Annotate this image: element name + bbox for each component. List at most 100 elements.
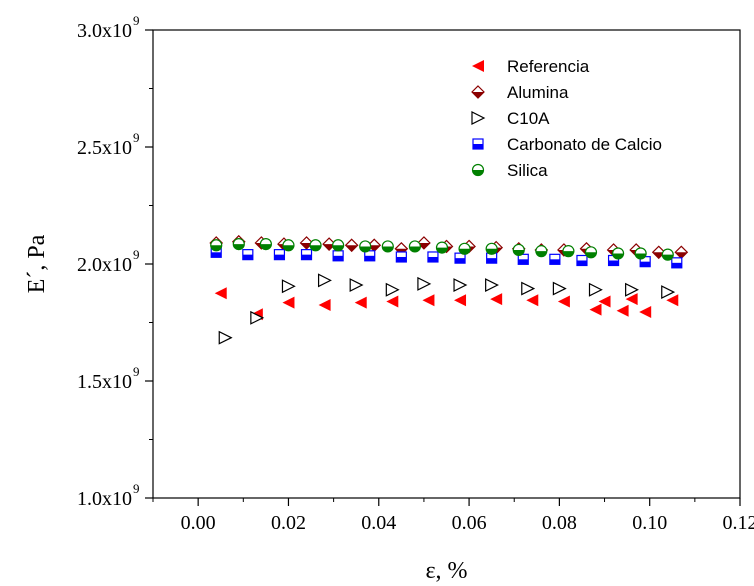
- data-point: [549, 253, 561, 265]
- data-point: [454, 294, 467, 307]
- y-tick-exponent: 9: [133, 13, 140, 28]
- data-point: [385, 282, 400, 297]
- y-tick-exponent: 9: [133, 364, 140, 379]
- data-point: [218, 330, 233, 345]
- data-point: [666, 294, 679, 307]
- data-point: [359, 240, 372, 253]
- data-point: [521, 281, 536, 296]
- y-tick-exponent: 9: [133, 130, 140, 145]
- legend-marker: [472, 138, 484, 150]
- data-point: [395, 251, 407, 263]
- legend-label: Carbonato de Calcio: [507, 135, 662, 154]
- legend-marker: [471, 163, 485, 177]
- data-point: [485, 242, 498, 255]
- legend-marker: [471, 111, 486, 125]
- data-point: [562, 245, 575, 258]
- data-point: [250, 310, 265, 325]
- data-point: [349, 278, 364, 293]
- data-point: [634, 247, 647, 260]
- data-point: [422, 294, 435, 307]
- data-point: [552, 281, 567, 296]
- y-tick-label: 2.0x10: [77, 254, 132, 276]
- y-tick-exponent: 9: [133, 481, 140, 496]
- data-point: [458, 242, 471, 255]
- plot-frame: [152, 29, 741, 499]
- data-point: [453, 278, 468, 293]
- data-point: [282, 296, 295, 309]
- x-tick-label: 0.00: [181, 512, 216, 534]
- x-tick-label: 0.10: [632, 512, 667, 534]
- data-point: [300, 249, 313, 261]
- data-point: [427, 251, 439, 263]
- data-point: [259, 238, 272, 251]
- data-point: [381, 240, 394, 253]
- data-point: [639, 305, 652, 318]
- data-point: [386, 295, 399, 308]
- legend-marker: [471, 85, 485, 99]
- data-point: [344, 238, 359, 253]
- y-tick-label: 1.5x10: [77, 371, 132, 393]
- data-point: [485, 278, 499, 293]
- legend-marker: [472, 60, 484, 72]
- data-point: [454, 252, 466, 264]
- data-point: [625, 282, 639, 297]
- y-tick-label: 1.0x10: [77, 488, 132, 510]
- legend-label: C10A: [507, 109, 550, 128]
- data-point: [210, 239, 223, 252]
- axis-ticks: 0.00 0.02 0.04 0.06 0.08 0.10 0.121.0x10 91.5x1…: [77, 13, 754, 534]
- data-point: [281, 279, 296, 294]
- data-point: [309, 239, 322, 252]
- x-tick-label: 0.12: [723, 512, 754, 534]
- series-silica: [210, 238, 674, 261]
- legend-label: Alumina: [507, 83, 569, 102]
- series-c10a: [218, 273, 676, 345]
- legend-label: Referencia: [507, 57, 590, 76]
- data-point: [589, 303, 602, 316]
- x-tick-label: 0.06: [452, 512, 487, 534]
- y-tick-label: 2.5x10: [77, 137, 132, 159]
- data-point: [490, 293, 503, 306]
- data-point: [417, 276, 432, 291]
- data-point: [354, 296, 367, 309]
- data-point: [661, 248, 674, 261]
- data-point: [273, 249, 286, 261]
- series-carbonato-de-calcio: [210, 246, 683, 269]
- data-point: [232, 238, 245, 251]
- data-point: [332, 239, 345, 252]
- data-point: [674, 245, 689, 260]
- data-point: [242, 249, 254, 261]
- legend: Referencia Alumina C10A Carbonato de Calcio…: [471, 57, 662, 180]
- data-point: [332, 250, 344, 262]
- x-tick-label: 0.08: [542, 512, 577, 534]
- data-point: [214, 287, 227, 300]
- data-point: [671, 257, 683, 269]
- data-point: [661, 285, 676, 300]
- y-tick-exponent: 9: [133, 247, 140, 262]
- data-point: [435, 241, 449, 254]
- data-point: [408, 240, 421, 253]
- plot-marks: [209, 234, 689, 345]
- data-point: [318, 298, 331, 311]
- data-point: [317, 273, 332, 288]
- legend-label: Silica: [507, 161, 548, 180]
- data-point: [512, 243, 525, 257]
- data-point: [598, 295, 611, 308]
- data-point: [535, 245, 548, 258]
- data-point: [611, 247, 625, 260]
- data-point: [526, 294, 539, 307]
- data-point: [282, 239, 295, 252]
- x-tick-label: 0.04: [361, 512, 396, 534]
- data-point: [616, 304, 629, 317]
- data-point: [517, 253, 529, 265]
- data-point: [557, 295, 570, 308]
- y-axis-title: E´, Pa: [24, 234, 50, 293]
- data-point: [584, 246, 598, 259]
- series-referencia: [214, 287, 679, 321]
- y-tick-label: 3.0x10: [77, 20, 132, 42]
- data-point: [588, 282, 603, 297]
- data-point: [576, 254, 588, 267]
- x-axis-title: ε, %: [425, 558, 467, 584]
- data-point: [364, 250, 376, 262]
- x-tick-label: 0.02: [271, 512, 306, 534]
